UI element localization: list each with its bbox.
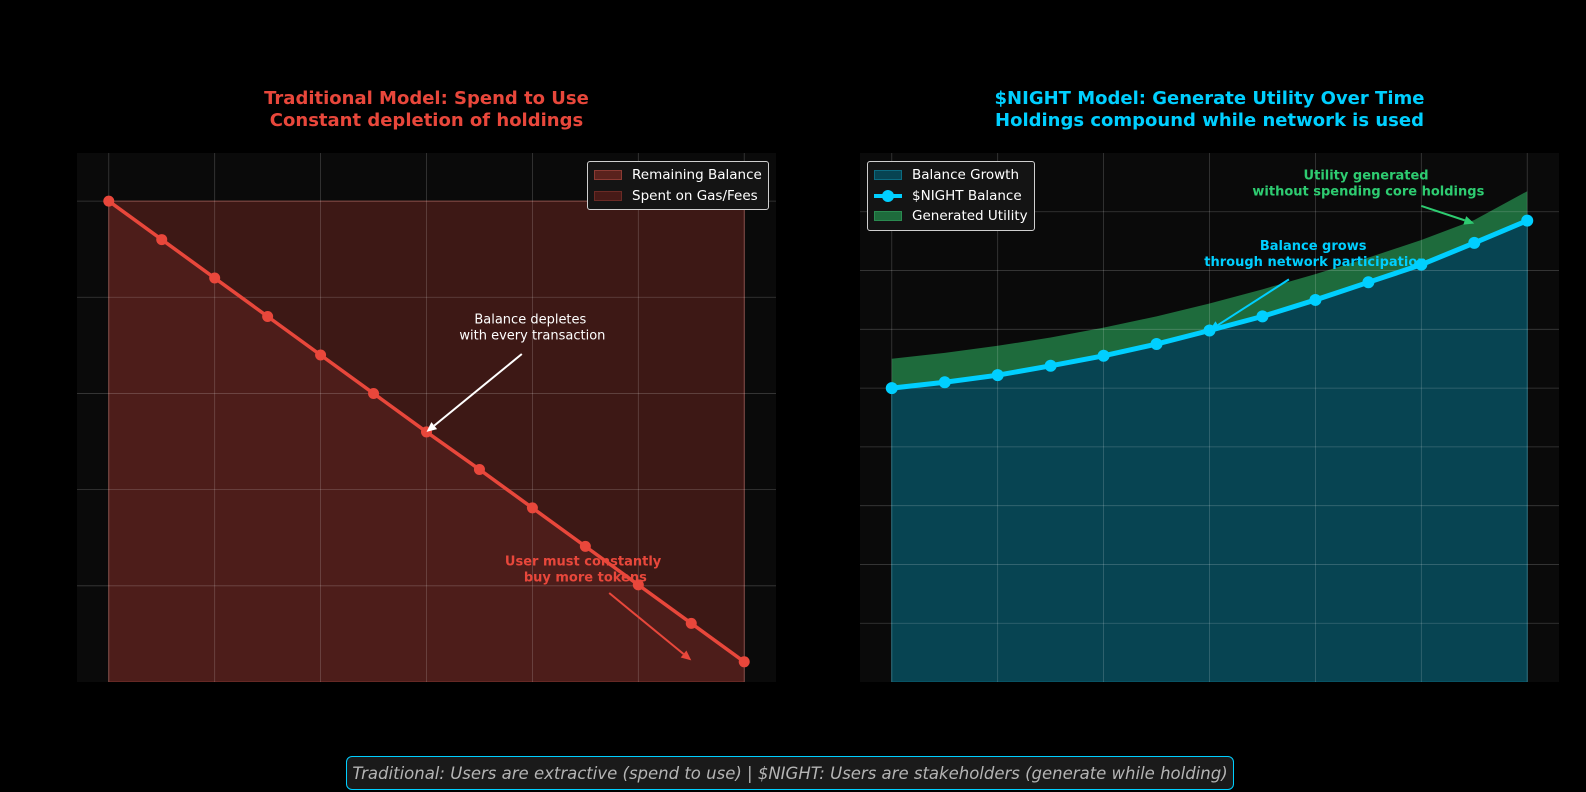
remaining-balance-point (473, 463, 485, 475)
annotation-buy-more-tokens-line2: buy more tokens (524, 571, 647, 586)
remaining-balance-point (262, 311, 274, 323)
left-chart-subtitle: Constant depletion of holdings (269, 110, 584, 131)
generated-utility-area (891, 191, 1528, 389)
night-balance-point (1309, 293, 1322, 306)
annotation-balance-grows-arrow (1217, 278, 1290, 326)
legend-label-generated-utility: Generated Utility (912, 208, 1028, 225)
left-chart-title-line1: Traditional Model: Spend to Use (264, 88, 589, 109)
remaining-balance-point (579, 540, 591, 552)
annotation-balance-grows: Balance grows through network participat… (1204, 239, 1426, 270)
night-balance-point (1097, 349, 1110, 362)
right-legend: Balance Growth $NIGHT Balance Generated … (867, 161, 1035, 231)
night-balance-point (1362, 276, 1375, 289)
left-annotations: Balance depletes with every transaction … (426, 313, 692, 661)
annotation-utility-generated-arrow (1421, 204, 1466, 222)
annotation-balance-depletes-arrowhead (426, 422, 438, 432)
legend-item-remaining-balance: Remaining Balance (594, 165, 762, 186)
night-balance-point (1256, 310, 1269, 323)
right-chart-title-line1: $NIGHT Model: Generate Utility Over Time (994, 88, 1425, 109)
legend-swatch-generated-utility (874, 211, 902, 222)
night-balance-point (885, 382, 898, 395)
legend-swatch-spent-fees (594, 190, 622, 201)
right-annotations: Balance grows through network participat… (1204, 168, 1485, 331)
legend-item-generated-utility: Generated Utility (874, 206, 1028, 227)
legend-label-balance-growth: Balance Growth (912, 167, 1019, 184)
night-balance-point (1044, 359, 1057, 372)
remaining-balance-point (738, 656, 750, 668)
remaining-balance-point (315, 349, 327, 361)
remaining-balance-point (103, 195, 115, 207)
legend-item-night-balance: $NIGHT Balance (874, 186, 1028, 207)
annotation-balance-grows-line1: Balance grows (1260, 239, 1367, 254)
left-chart-title: Traditional Model: Spend to Use Constant… (77, 88, 776, 132)
annotation-buy-more-tokens-arrow (608, 592, 685, 655)
legend-swatch-night-balance (874, 189, 902, 202)
night-balance-point (938, 376, 951, 389)
annotation-balance-grows-line2: through network participation (1204, 255, 1426, 270)
annotation-buy-more-tokens-line1: User must constantly (505, 555, 662, 570)
left-grid (77, 153, 776, 682)
annotation-balance-depletes-arrow (433, 353, 523, 427)
annotation-buy-more-tokens: User must constantly buy more tokens (505, 555, 666, 586)
remaining-balance-point (685, 617, 697, 629)
right-chart-title: $NIGHT Model: Generate Utility Over Time… (860, 88, 1559, 132)
annotation-utility-generated-line1: Utility generated (1304, 168, 1429, 183)
remaining-balance-point (368, 387, 380, 399)
footer-caption: Traditional: Users are extractive (spend… (346, 756, 1234, 790)
left-chart-plot: Balance depletes with every transaction … (77, 153, 776, 682)
annotation-balance-depletes: Balance depletes with every transaction (459, 313, 605, 344)
night-balance-point (991, 369, 1004, 382)
legend-label-night-balance: $NIGHT Balance (912, 187, 1022, 204)
night-line-layer (885, 214, 1534, 395)
annotation-utility-generated-line2: without spending core holdings (1252, 184, 1484, 199)
annotation-utility-generated: Utility generated without spending core … (1252, 168, 1484, 199)
annotation-utility-generated-arrowhead (1463, 216, 1475, 225)
night-balance-point (1150, 338, 1163, 351)
annotation-buy-more-tokens-arrowhead (680, 650, 692, 661)
remaining-balance-point (632, 579, 644, 591)
annotation-balance-grows-arrowhead (1209, 321, 1221, 331)
right-chart-subtitle: Holdings compound while network is used (995, 110, 1424, 131)
footer-caption-text: Traditional: Users are extractive (spend… (352, 763, 1228, 783)
legend-label-spent-fees: Spent on Gas/Fees (632, 187, 758, 204)
annotation-balance-depletes-line2: with every transaction (459, 329, 605, 344)
legend-item-spent-fees: Spent on Gas/Fees (594, 186, 762, 207)
night-balance-point (1415, 258, 1428, 271)
annotation-balance-depletes-line1: Balance depletes (474, 313, 586, 328)
right-chart-plot: Balance grows through network participat… (860, 153, 1559, 682)
remaining-balance-point (209, 272, 221, 284)
legend-item-balance-growth: Balance Growth (874, 165, 1028, 186)
night-balance-point (1521, 214, 1534, 227)
remaining-balance-point (526, 502, 538, 514)
remaining-balance-point (156, 234, 168, 246)
legend-label-remaining-balance: Remaining Balance (632, 167, 762, 184)
left-legend: Remaining Balance Spent on Gas/Fees (587, 161, 769, 210)
legend-swatch-remaining-balance (594, 170, 622, 181)
night-balance-point (1468, 236, 1481, 249)
legend-swatch-balance-growth (874, 170, 902, 181)
